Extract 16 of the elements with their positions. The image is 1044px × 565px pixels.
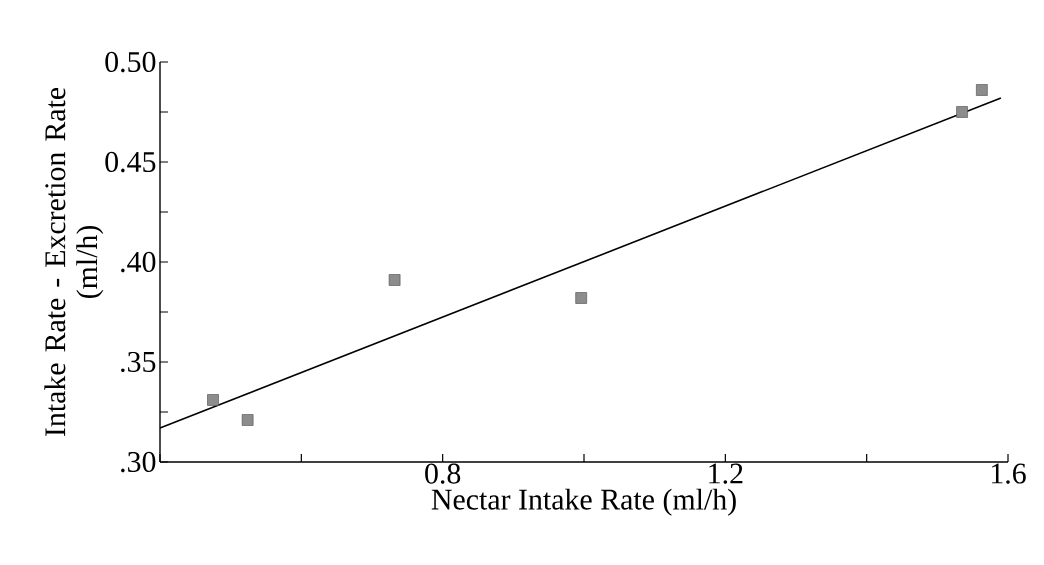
y-axis-title: Intake Rate - Excretion Rate (ml/h) <box>44 87 104 437</box>
point <box>207 394 219 406</box>
point <box>956 106 968 118</box>
x-tick-label: 1.2 <box>709 463 743 484</box>
point <box>388 274 401 286</box>
y-tick-label: 0.45 <box>105 151 156 173</box>
point <box>976 84 988 96</box>
y-tick-label: .35 <box>121 351 156 373</box>
y-tick-label: .40 <box>121 251 156 273</box>
x-tick-label: 0.8 <box>425 463 461 484</box>
y-tick-label: .30 <box>121 451 156 473</box>
x-tick-label: 1.6 <box>991 463 1026 484</box>
point <box>575 292 587 304</box>
point <box>241 414 254 426</box>
x-axis-title: Nectar Intake Rate (ml/h) <box>431 488 736 516</box>
y-tick-label: 0.50 <box>105 51 156 73</box>
